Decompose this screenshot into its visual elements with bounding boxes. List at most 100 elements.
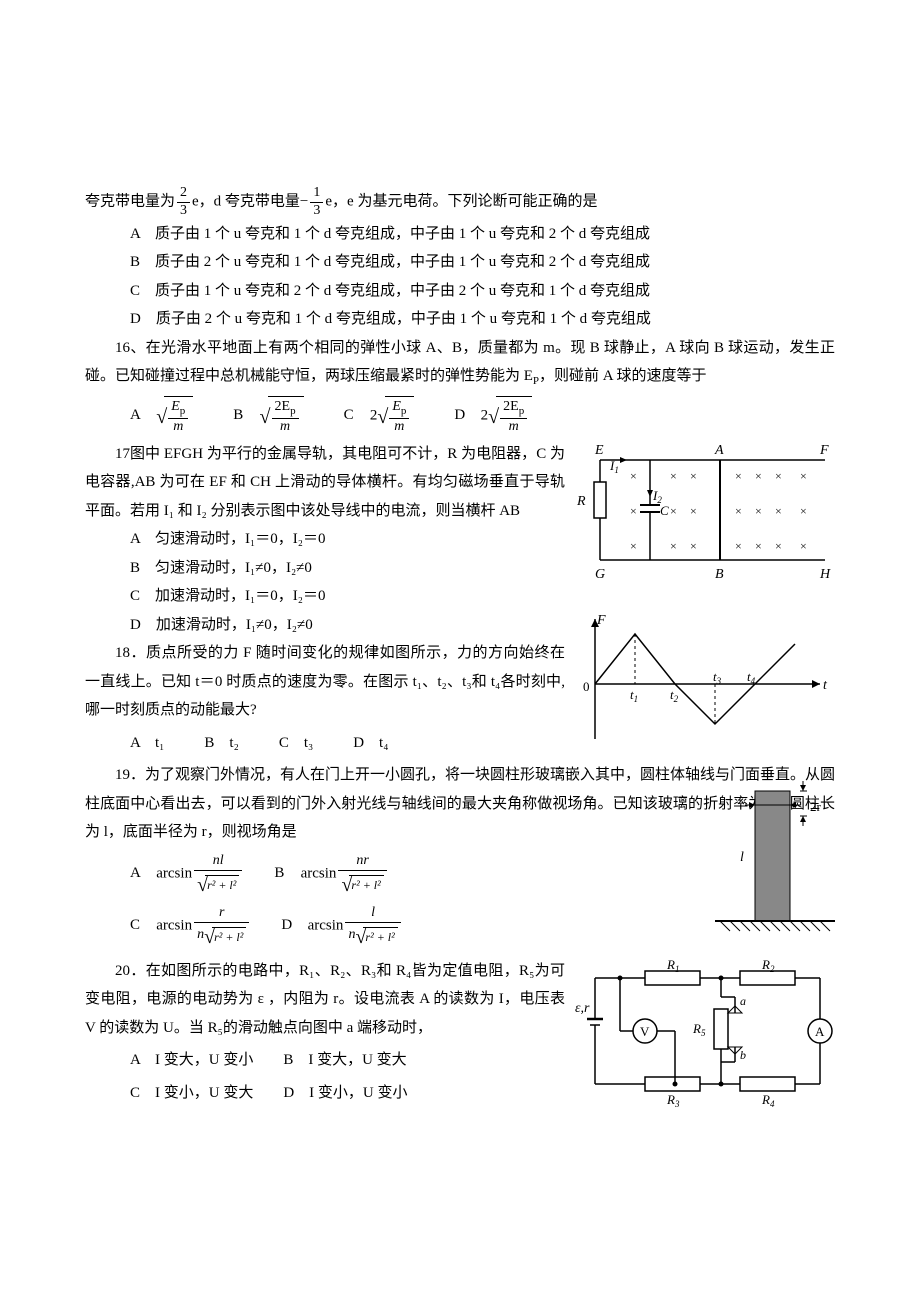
svg-text:A: A	[714, 443, 724, 458]
svg-text:×: ×	[630, 504, 637, 518]
svg-text:×: ×	[755, 469, 762, 483]
q15-opt-d: D 质子由 2 个 u 夸克和 1 个 d 夸克组成，中子由 1 个 u 夸克和…	[85, 305, 835, 334]
svg-text:×: ×	[800, 504, 807, 518]
q16-opt-c: C 2Epm	[344, 396, 415, 436]
svg-text:2r: 2r	[810, 799, 822, 814]
q17-opt-a: A 匀速滑动时，I₁＝0，I₂＝0	[85, 525, 565, 554]
q19-opt-d: D arcsinlnr² + l²	[281, 905, 402, 947]
svg-text:×: ×	[735, 469, 742, 483]
q18-block: F t 0 t1 t2 t3 t4 18．质点所受的力 F 随时间变化的规律如图…	[85, 639, 835, 757]
q18-text: 18．质点所受的力 F 随时间变化的规律如图所示，力的方向始终在一直线上。已知 …	[85, 639, 565, 725]
svg-text:B: B	[715, 567, 724, 582]
q15-opt-b: B 质子由 2 个 u 夸克和 1 个 d 夸克组成，中子由 1 个 u 夸克和…	[85, 248, 835, 277]
svg-text:×: ×	[630, 539, 637, 553]
q18-opt-b: B t₂	[204, 729, 238, 758]
q17-opt-b: B 匀速滑动时，I₁≠0，I₂≠0	[85, 554, 565, 583]
frac-1-3: 13	[310, 185, 323, 220]
q17-text: 17图中 EFGH 为平行的金属导轨，其电阻可不计，R 为电阻器，C 为电容器,…	[85, 440, 565, 526]
q20-opt-d: D I 变小，U 变小	[283, 1079, 407, 1108]
q20-opt-b: B I 变大，U 变大	[283, 1046, 406, 1075]
svg-text:×: ×	[775, 504, 782, 518]
q20-circuit-figure: R1 R2 R3 R4 R5 ε,r V A a b	[575, 957, 835, 1107]
q20-text: 20．在如图所示的电路中，R₁、R₂、R₃和 R₄皆为定值电阻，R₅为可变电阻，…	[85, 957, 565, 1043]
svg-text:R5: R5	[692, 1021, 706, 1038]
svg-text:0: 0	[583, 679, 590, 694]
sqrt-2ep-m: 2Epm	[260, 396, 304, 436]
svg-text:R3: R3	[666, 1092, 680, 1107]
svg-text:V: V	[640, 1024, 650, 1039]
svg-text:l: l	[740, 850, 744, 865]
q18-graph-figure: F t 0 t1 t2 t3 t4	[575, 609, 835, 749]
q17-circuit-figure: ××××××× ××××××× ××××××× E A F G B H R C …	[575, 440, 835, 590]
svg-text:×: ×	[775, 469, 782, 483]
q15-intro: 夸克带电量为23e，d 夸克带电量−13e，e 为基元电荷。下列论断可能正确的是	[85, 185, 835, 220]
svg-text:×: ×	[690, 539, 697, 553]
q18-opt-d: D t₄	[353, 729, 388, 758]
q15-opt-a: A 质子由 1 个 u 夸克和 1 个 d 夸克组成，中子由 1 个 u 夸克和…	[85, 220, 835, 249]
q20-options-1: A I 变大，U 变小 B I 变大，U 变大	[85, 1046, 565, 1075]
svg-text:t1: t1	[630, 687, 638, 704]
svg-text:R1: R1	[666, 957, 679, 974]
svg-text:F: F	[819, 443, 829, 458]
q16-options: A Epm B 2Epm C 2Epm D 22Epm	[85, 396, 835, 436]
q19-opt-c: C arcsinrnr² + l²	[130, 905, 251, 947]
svg-text:a: a	[740, 994, 746, 1008]
q16-opt-b: B 2Epm	[233, 396, 303, 436]
frac-2-3: 23	[177, 185, 190, 220]
svg-text:I2: I2	[652, 488, 662, 505]
q17-opt-d: D 加速滑动时，I₁≠0，I₂≠0	[85, 611, 565, 640]
svg-text:H: H	[819, 567, 831, 582]
svg-text:R: R	[576, 494, 586, 509]
svg-text:t3: t3	[713, 669, 722, 686]
svg-text:×: ×	[735, 504, 742, 518]
sqrt-ep-m-2: Epm	[377, 396, 414, 436]
svg-text:t: t	[823, 678, 828, 693]
svg-text:R2: R2	[761, 957, 775, 974]
svg-text:ε,r: ε,r	[575, 1001, 590, 1016]
q17-opt-c: C 加速滑动时，I₁＝0，I₂＝0	[85, 582, 565, 611]
q20-opt-a: A I 变大，U 变小	[130, 1046, 253, 1075]
svg-text:×: ×	[755, 504, 762, 518]
q15-intro-p3: e，e 为基元电荷。下列论断可能正确的是	[325, 194, 597, 210]
svg-text:t2: t2	[670, 687, 679, 704]
sqrt-2ep-m-2: 2Epm	[488, 396, 532, 436]
svg-text:×: ×	[800, 539, 807, 553]
svg-text:×: ×	[735, 539, 742, 553]
q19-opt-b: B arcsinnrr² + l²	[274, 853, 388, 895]
q16-text2: ，则碰前 A 球的速度等于	[539, 368, 707, 384]
svg-text:×: ×	[690, 469, 697, 483]
svg-text:t4: t4	[747, 669, 756, 686]
svg-text:×: ×	[775, 539, 782, 553]
svg-text:×: ×	[755, 539, 762, 553]
q16-text1: 16、在光滑水平地面上有两个相同的弹性小球 A、B，质量都为 m。现 B 球静止…	[85, 340, 835, 385]
svg-text:b: b	[740, 1048, 746, 1062]
svg-text:C: C	[660, 503, 669, 518]
svg-text:G: G	[595, 567, 605, 582]
q15-intro-p2: e，d 夸克带电量−	[192, 194, 308, 210]
svg-text:×: ×	[690, 504, 697, 518]
svg-text:×: ×	[670, 504, 677, 518]
svg-text:×: ×	[670, 539, 677, 553]
sqrt-ep-m: Epm	[156, 396, 193, 436]
svg-text:F: F	[596, 613, 606, 628]
q18-opt-c: C t₃	[279, 729, 313, 758]
q18-opt-a: A t₁	[130, 729, 164, 758]
q19-block: 2r l 19．为了观察门外情况，有人在门上开一小圆孔，将一块圆柱形玻璃嵌入其中…	[85, 761, 835, 946]
svg-text:×: ×	[630, 469, 637, 483]
q19-cylinder-figure: 2r l	[715, 781, 835, 951]
svg-text:R4: R4	[761, 1092, 775, 1107]
svg-text:×: ×	[800, 469, 807, 483]
q16-opt-d: D 22Epm	[454, 396, 532, 436]
q19-options-2: C arcsinrnr² + l² D arcsinlnr² + l²	[85, 905, 565, 947]
q15-intro-p1: 夸克带电量为	[85, 194, 175, 210]
q19-opt-a: A arcsinnlr² + l²	[130, 853, 244, 895]
q16-opt-a: A Epm	[130, 396, 193, 436]
svg-text:A: A	[815, 1024, 825, 1039]
q19-options-1: A arcsinnlr² + l² B arcsinnrr² + l²	[85, 853, 565, 895]
q15-opt-c: C 质子由 1 个 u 夸克和 2 个 d 夸克组成，中子由 2 个 u 夸克和…	[85, 277, 835, 306]
q20-block: R1 R2 R3 R4 R5 ε,r V A a b 20．在如图所示的电路中，…	[85, 957, 835, 1108]
svg-text:×: ×	[670, 469, 677, 483]
q16-text: 16、在光滑水平地面上有两个相同的弹性小球 A、B，质量都为 m。现 B 球静止…	[85, 334, 835, 392]
q20-opt-c: C I 变小，U 变大	[130, 1079, 253, 1108]
svg-text:E: E	[594, 443, 604, 458]
